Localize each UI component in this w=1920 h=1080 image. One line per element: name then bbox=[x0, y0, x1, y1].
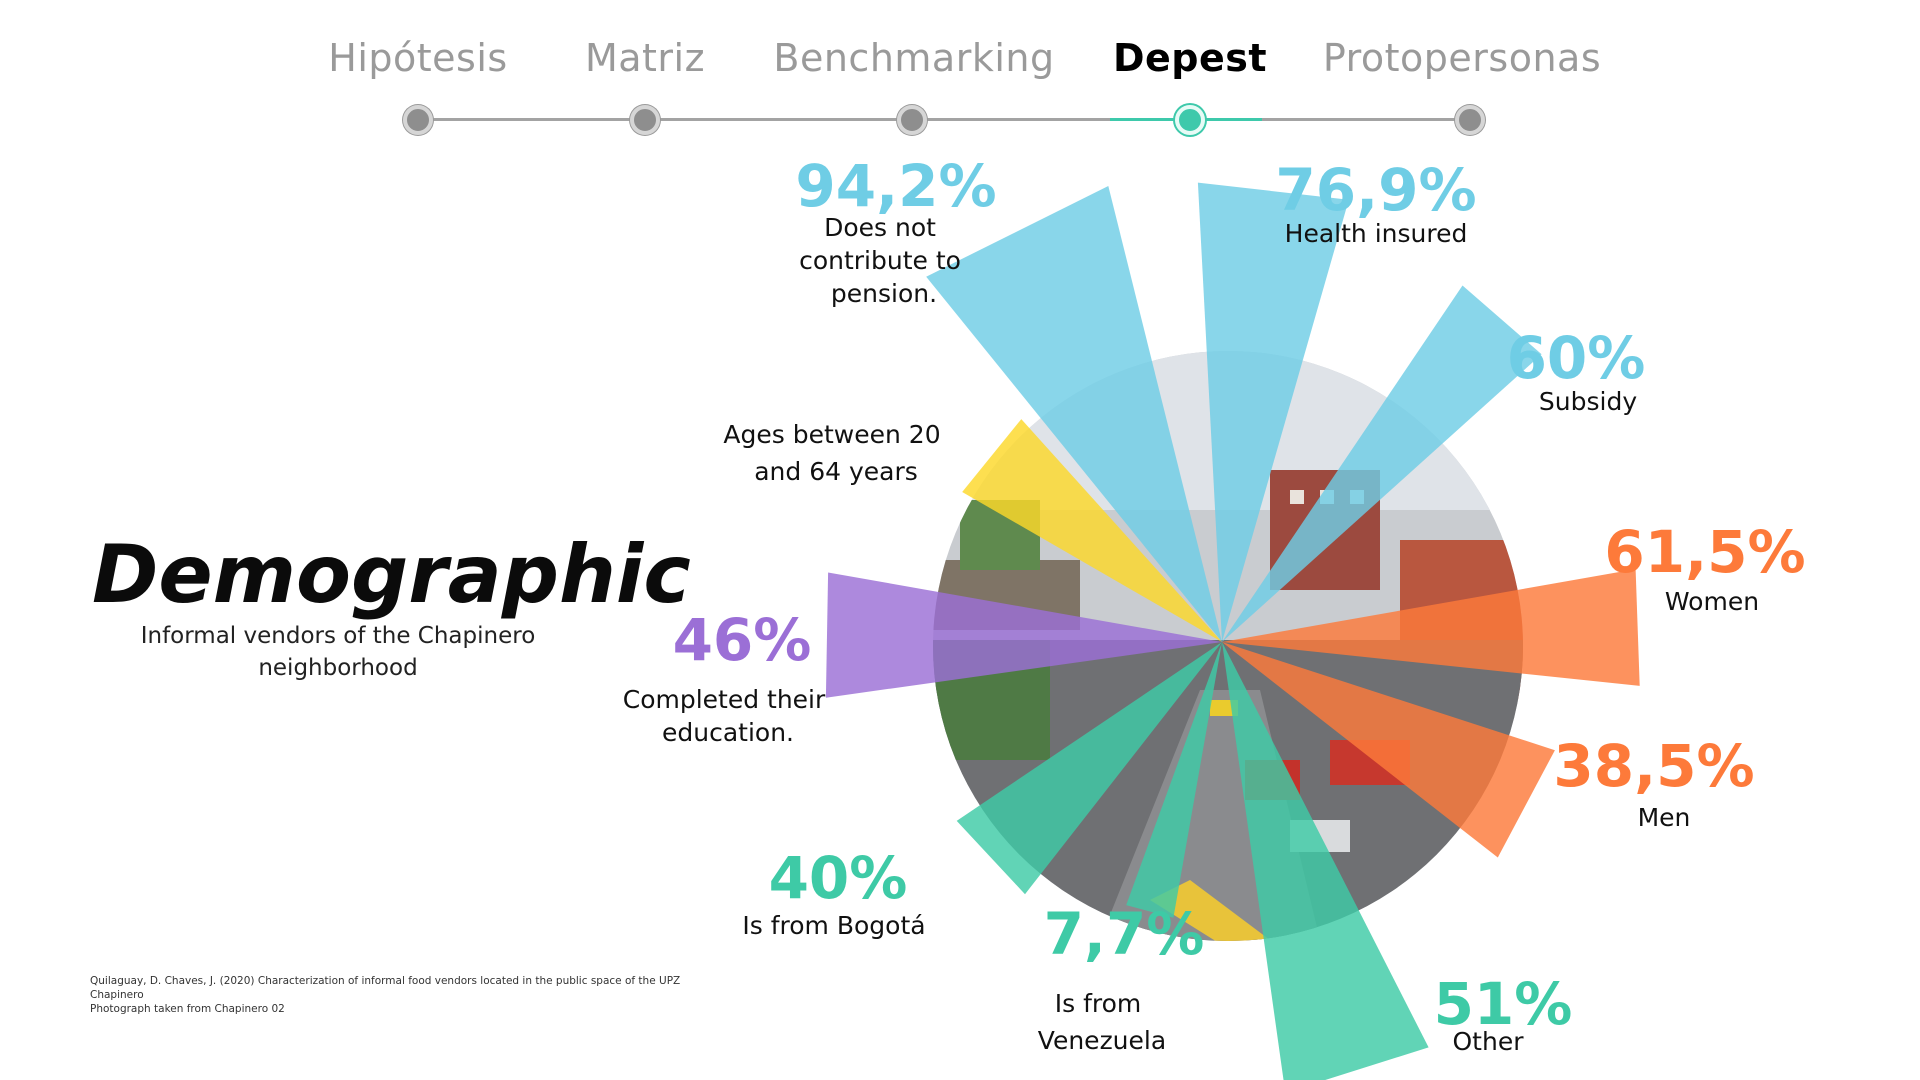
step-dot-matriz[interactable] bbox=[630, 105, 660, 135]
step-hipotesis[interactable]: Hipótesis bbox=[328, 36, 508, 80]
rose-wedges bbox=[825, 182, 1640, 1080]
category-label-subsidy: Subsidy bbox=[1539, 387, 1637, 416]
category-label-ages: Ages between 20 and 64 years bbox=[723, 420, 948, 486]
value-label-men: 38,5% bbox=[1553, 732, 1754, 800]
value-label-health: 76,9% bbox=[1275, 156, 1476, 224]
page-title: Demographic bbox=[92, 528, 691, 621]
wedge-bogota bbox=[956, 642, 1222, 895]
category-label-women: Women bbox=[1665, 587, 1759, 616]
value-labels: 94,2% 76,9% 60% 61,5% 38,5% 51% 7,7% 40%… bbox=[673, 152, 1806, 1038]
step-depest[interactable]: Depest bbox=[1112, 36, 1268, 80]
value-label-pension: 94,2% bbox=[795, 152, 996, 220]
step-matriz[interactable]: Matriz bbox=[584, 36, 706, 80]
wedge-other bbox=[1222, 642, 1429, 1080]
category-labels: Does not contribute to pension. Health i… bbox=[623, 213, 1759, 1056]
wedge-subsidy bbox=[1222, 285, 1542, 642]
source-photo-credit: Photograph taken from Chapinero 02 bbox=[90, 1003, 285, 1015]
category-label-bogota: Is from Bogotá bbox=[742, 911, 925, 940]
value-label-women: 61,5% bbox=[1604, 518, 1805, 586]
category-label-health: Health insured bbox=[1285, 219, 1468, 248]
step-protopersonas[interactable]: Protopersonas bbox=[1322, 36, 1602, 80]
value-label-other: 51% bbox=[1434, 970, 1573, 1038]
wedge-venezuela bbox=[1126, 642, 1222, 918]
category-label-men: Men bbox=[1638, 803, 1691, 832]
wedge-ages bbox=[962, 419, 1222, 642]
step-benchmarking[interactable]: Benchmarking bbox=[773, 36, 1055, 80]
source-reference: Quilaguay, D. Chaves, J. (2020) Characte… bbox=[90, 975, 681, 1001]
wedge-women bbox=[1222, 569, 1640, 686]
category-label-pension: Does not contribute to pension. bbox=[799, 213, 969, 308]
step-dot-protopersonas[interactable] bbox=[1455, 105, 1485, 135]
wedge-education bbox=[825, 572, 1222, 698]
page-subtitle: Informal vendors of the Chapinero neighb… bbox=[140, 623, 536, 681]
category-label-other: Other bbox=[1453, 1027, 1525, 1056]
category-label-education: Completed their education. bbox=[623, 685, 834, 747]
value-label-bogota: 40% bbox=[769, 844, 908, 912]
value-label-subsidy: 60% bbox=[1507, 324, 1646, 392]
wedge-health bbox=[1197, 182, 1349, 642]
wedge-men bbox=[1222, 642, 1555, 858]
value-label-education: 46% bbox=[673, 606, 812, 674]
category-label-venezuela: Is from Venezuela bbox=[1038, 989, 1166, 1055]
source-citation: Quilaguay, D. Chaves, J. (2020) Characte… bbox=[90, 974, 690, 1016]
wedge-pension bbox=[926, 186, 1222, 642]
step-dot-benchmarking[interactable] bbox=[897, 105, 927, 135]
value-label-venezuela: 7,7% bbox=[1044, 900, 1205, 968]
progress-track bbox=[418, 118, 1468, 121]
step-dot-hipotesis[interactable] bbox=[403, 105, 433, 135]
step-navigation: Hipótesis Matriz Benchmarking Depest Pro… bbox=[0, 0, 1920, 160]
step-dot-depest[interactable] bbox=[1175, 105, 1205, 135]
